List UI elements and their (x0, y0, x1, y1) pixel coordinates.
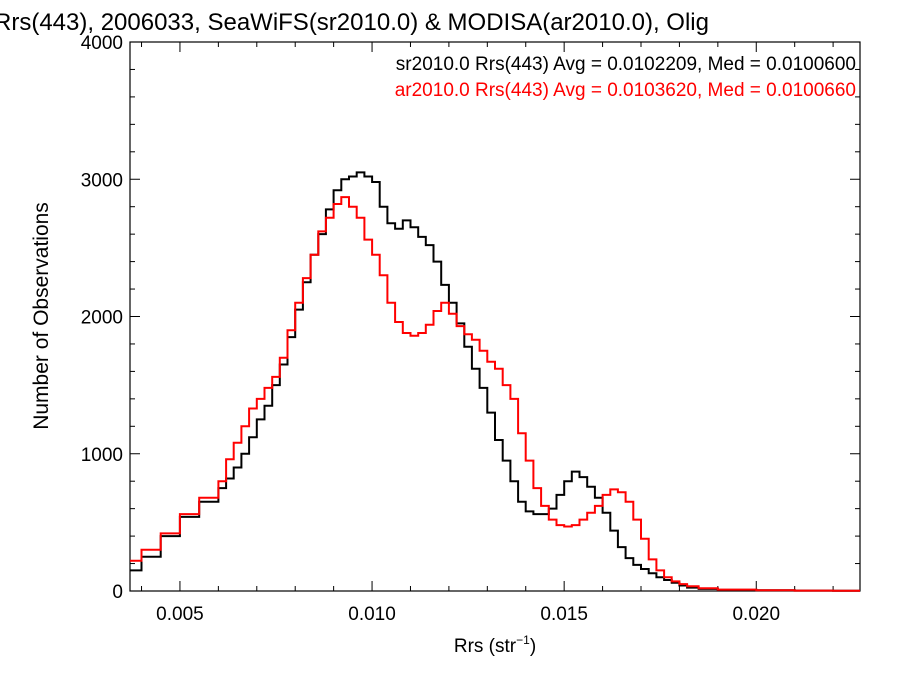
y-tick-label: 3000 (81, 170, 123, 191)
x-tick-label: 0.010 (348, 604, 396, 625)
x-tick-label: 0.015 (540, 604, 588, 625)
chart-title: Rrs(443), 2006033, SeaWiFS(sr2010.0) & M… (0, 9, 709, 36)
y-tick-label: 1000 (81, 445, 123, 466)
plot-frame (129, 41, 861, 592)
series-layer (130, 171, 860, 592)
x-tick-label: 0.005 (156, 604, 204, 625)
axes: 0.005 0.010 0.015 0.020 0 1000 2000 3000 4000 (81, 33, 860, 625)
series-line-ar2010 (130, 196, 860, 592)
y-tick-label: 2000 (81, 308, 123, 329)
series-line-sr2010 (130, 171, 860, 592)
x-tick-label: 0.020 (732, 604, 780, 625)
y-tick-label: 4000 (81, 33, 123, 54)
y-tick-label: 0 (112, 582, 123, 603)
x-axis-label: Rrs (str−1) (454, 633, 536, 657)
y-axis-label: Number of Observations (30, 202, 53, 430)
legend-entry-ar2010: ar2010.0 Rrs(443) Avg = 0.0103620, Med =… (395, 80, 856, 101)
legend-entry-sr2010: sr2010.0 Rrs(443) Avg = 0.0102209, Med =… (396, 54, 856, 75)
